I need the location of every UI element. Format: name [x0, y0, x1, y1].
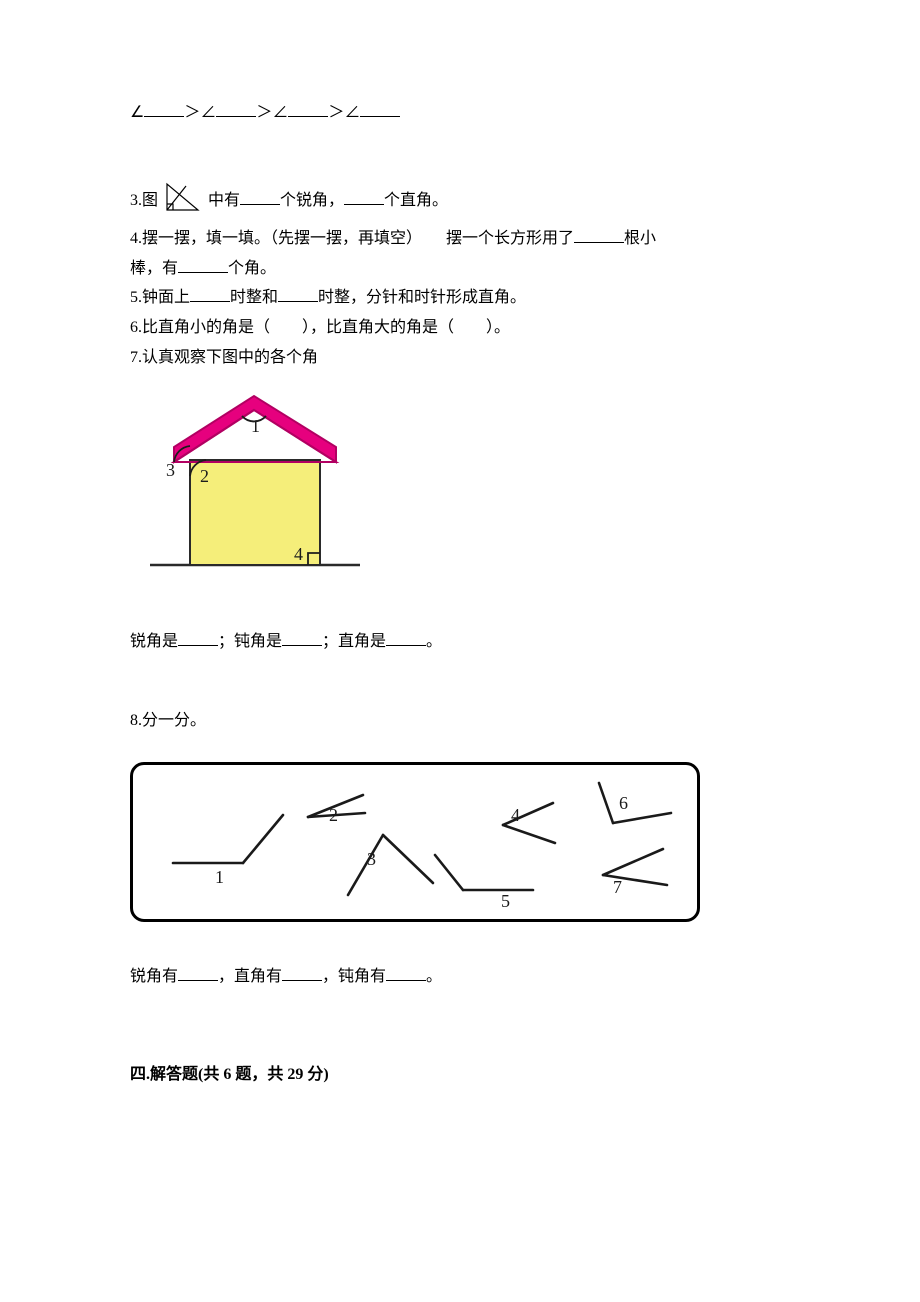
q6-line: 6.比直角小的角是（ ），比直角大的角是（ ）。 [130, 315, 790, 341]
section4-title-text: 四.解答题(共 6 题，共 29 分) [130, 1066, 329, 1083]
angle-label-1: 1 [215, 867, 224, 887]
q8-ans-d: 。 [426, 968, 442, 985]
q7-ans-d: 。 [426, 633, 442, 650]
angle-label-2: 2 [329, 805, 338, 825]
blank[interactable] [386, 630, 426, 646]
gt: ＞ [256, 104, 272, 121]
q3-mid1: 中有 [208, 192, 240, 209]
angle-label-6: 6 [619, 793, 628, 813]
q3-mid2: 个锐角， [280, 192, 344, 209]
blank[interactable] [190, 286, 230, 302]
q7-ans-b: ；钝角是 [218, 633, 282, 650]
angle-label-3: 3 [367, 849, 376, 869]
q7-house-figure: 1 2 3 4 [130, 390, 790, 589]
house-label-2: 2 [200, 466, 209, 486]
q8-ans-b: ，直角有 [218, 968, 282, 985]
blank[interactable] [386, 965, 426, 981]
angle-label-5: 5 [501, 891, 510, 911]
blank[interactable] [574, 227, 624, 243]
q4-text2-b: 个角。 [228, 260, 276, 277]
blank[interactable] [282, 630, 322, 646]
angle-sym: ∠ [200, 104, 216, 121]
blank[interactable] [178, 965, 218, 981]
q8-ans-a: 锐角有 [130, 968, 178, 985]
q7-ans-c: ；直角是 [322, 633, 386, 650]
q3-triangle-figure [162, 180, 204, 223]
blank[interactable] [344, 189, 384, 205]
blank[interactable] [216, 101, 256, 117]
q8-ans-c: ，钝角有 [322, 968, 386, 985]
q7-answer-line: 锐角是 ；钝角是 ；直角是 。 [130, 629, 790, 655]
house-label-1: 1 [251, 416, 260, 436]
house-label-4: 4 [294, 544, 303, 564]
q7-title-text: 7.认真观察下图中的各个角 [130, 349, 318, 366]
q8-title: 8.分一分。 [130, 708, 790, 734]
gt: ＞ [184, 104, 200, 121]
q8-title-text: 8.分一分。 [130, 712, 206, 729]
gt: ＞ [328, 104, 344, 121]
q7-ans-a: 锐角是 [130, 633, 178, 650]
blank[interactable] [178, 257, 228, 273]
q3-line: 3.图 中有 个锐角， 个直角。 [130, 180, 790, 223]
angle-sym: ∠ [130, 104, 144, 121]
q2-angle-compare: ∠＞∠＞∠＞∠ [130, 100, 790, 126]
blank[interactable] [282, 965, 322, 981]
q4-text-a: 4.摆一摆，填一填。（先摆一摆，再填空） 摆一个长方形用了 [130, 230, 574, 247]
q4-text2-a: 棒，有 [130, 260, 178, 277]
q7-title: 7.认真观察下图中的各个角 [130, 345, 790, 371]
section4-title: 四.解答题(共 6 题，共 29 分) [130, 1062, 790, 1088]
blank[interactable] [178, 630, 218, 646]
q4-text-b: 根小 [624, 230, 656, 247]
q4-line2: 棒，有 个角。 [130, 256, 790, 282]
q8-angles-figure: 1 2 3 4 5 6 7 [130, 762, 790, 922]
angle-label-7: 7 [613, 877, 622, 897]
q3-mid3: 个直角。 [384, 192, 448, 209]
house-label-3: 3 [166, 460, 175, 480]
q5-b: 时整和 [230, 289, 278, 306]
q8-answer-line: 锐角有 ，直角有 ，钝角有 。 [130, 964, 790, 990]
q4-line1: 4.摆一摆，填一填。（先摆一摆，再填空） 摆一个长方形用了 根小 [130, 226, 790, 252]
blank[interactable] [144, 101, 184, 117]
q6-text: 6.比直角小的角是（ ），比直角大的角是（ ）。 [130, 319, 510, 336]
blank[interactable] [288, 101, 328, 117]
blank[interactable] [240, 189, 280, 205]
angle-sym: ∠ [272, 104, 288, 121]
q3-prefix: 3.图 [130, 192, 158, 209]
q5-line: 5.钟面上 时整和 时整，分针和时针形成直角。 [130, 285, 790, 311]
blank[interactable] [278, 286, 318, 302]
q5-c: 时整，分针和时针形成直角。 [318, 289, 526, 306]
q5-a: 5.钟面上 [130, 289, 190, 306]
angle-sym: ∠ [344, 104, 360, 121]
blank[interactable] [360, 101, 400, 117]
angle-label-4: 4 [511, 805, 520, 825]
